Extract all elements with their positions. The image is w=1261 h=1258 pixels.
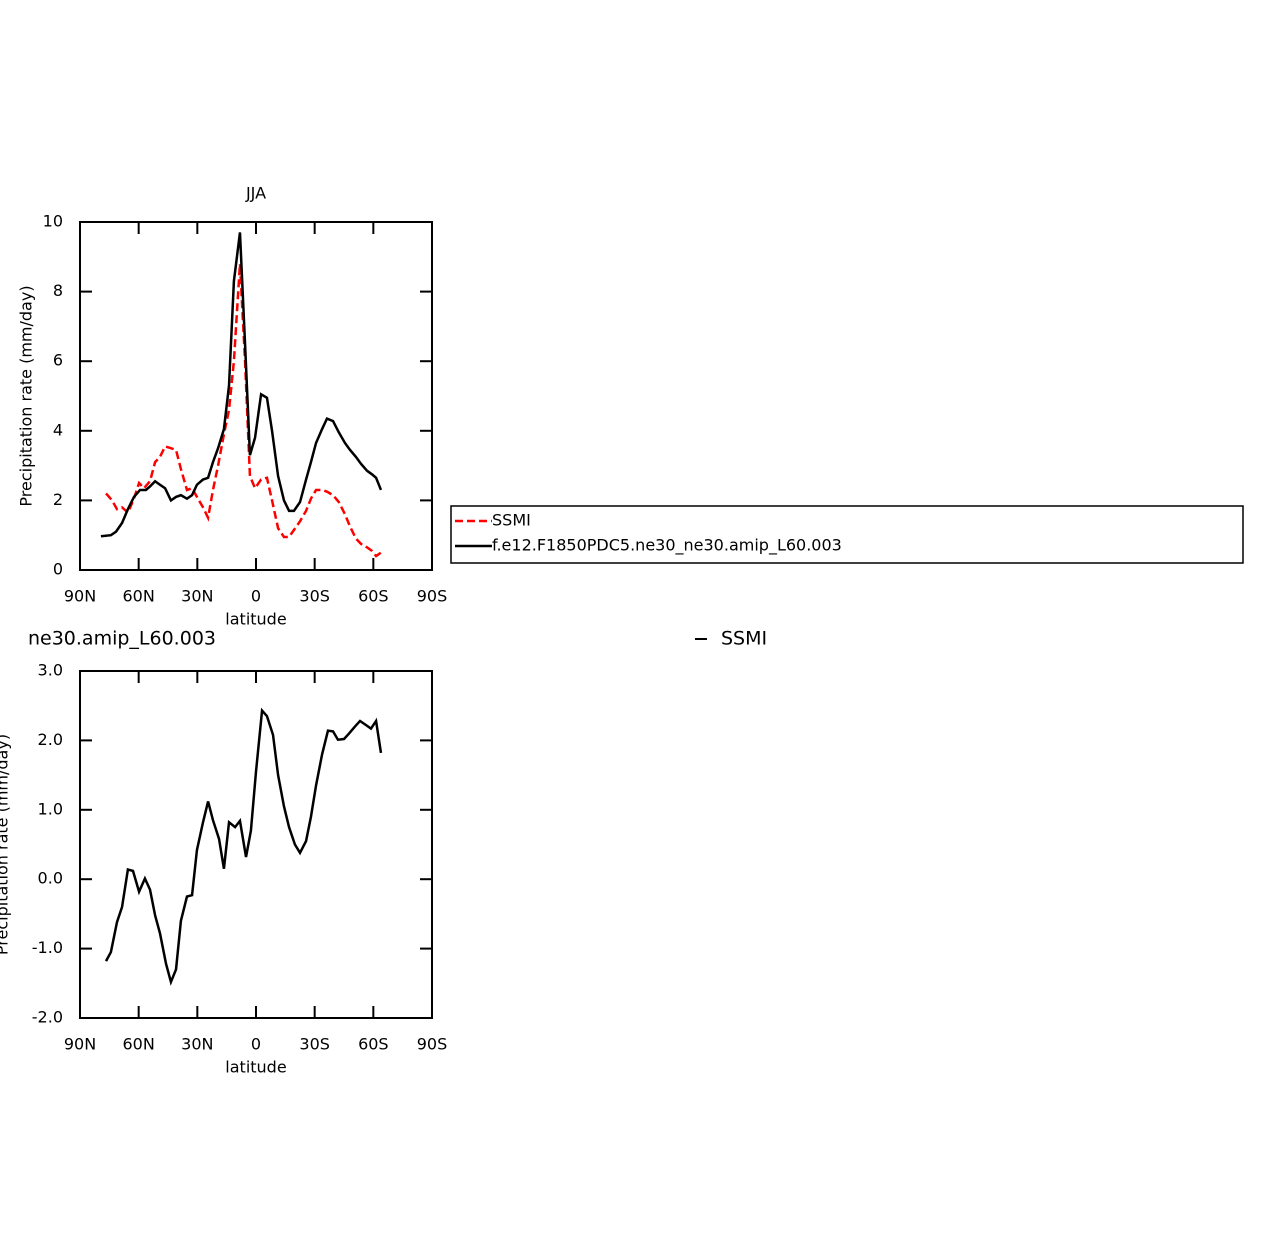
x-tick-label: 60N — [123, 587, 155, 606]
y-tick-label: 4 — [53, 420, 63, 439]
plot-frame — [79, 221, 433, 571]
x-tick-label: 90N — [64, 587, 96, 606]
y-tick-label: 6 — [53, 351, 63, 370]
x-tick-label: 0 — [251, 1035, 261, 1054]
x-tick-label: 30N — [181, 1035, 213, 1054]
data-line — [100, 232, 383, 538]
legend-label: SSMI — [492, 511, 531, 530]
x-axis-label: latitude — [225, 610, 286, 629]
y-tick-label: 0 — [53, 560, 63, 579]
x-tick-label: 0 — [251, 587, 261, 606]
y-tick-label: 10 — [43, 212, 63, 231]
y-tick-label: 1.0 — [38, 799, 63, 818]
data-line — [104, 707, 383, 986]
x-tick-label: 60S — [358, 1035, 389, 1054]
y-tick-label: 2 — [53, 490, 63, 509]
y-axis-label: Precipitation rate (mm/day) — [0, 734, 12, 955]
y-tick-label: 3.0 — [38, 661, 63, 680]
chart-right-title: SSMI — [721, 628, 767, 650]
legend-label: f.e12.F1850PDC5.ne30_ne30.amip_L60.003 — [492, 536, 842, 556]
chart-title: JJA — [245, 184, 266, 203]
y-tick-label: -2.0 — [32, 1008, 63, 1027]
x-tick-label: 90S — [417, 587, 448, 606]
y-tick-label: 0.0 — [38, 869, 63, 888]
plot-frame — [79, 670, 433, 1019]
x-tick-label: 30S — [299, 587, 330, 606]
x-tick-label: 90N — [64, 1035, 96, 1054]
x-tick-label: 30S — [299, 1035, 330, 1054]
chart-title: ne30.amip_L60.003 — [28, 628, 216, 650]
x-tick-label: 30N — [181, 587, 213, 606]
x-tick-label: 90S — [417, 1035, 448, 1054]
y-tick-label: 8 — [53, 281, 63, 300]
legend-box — [450, 505, 1244, 564]
x-tick-label: 60S — [358, 587, 389, 606]
y-tick-label: 2.0 — [38, 730, 63, 749]
x-tick-label: 60N — [123, 1035, 155, 1054]
y-tick-label: -1.0 — [32, 938, 63, 957]
x-axis-label: latitude — [225, 1058, 286, 1077]
y-axis-label: Precipitation rate (mm/day) — [17, 285, 36, 506]
